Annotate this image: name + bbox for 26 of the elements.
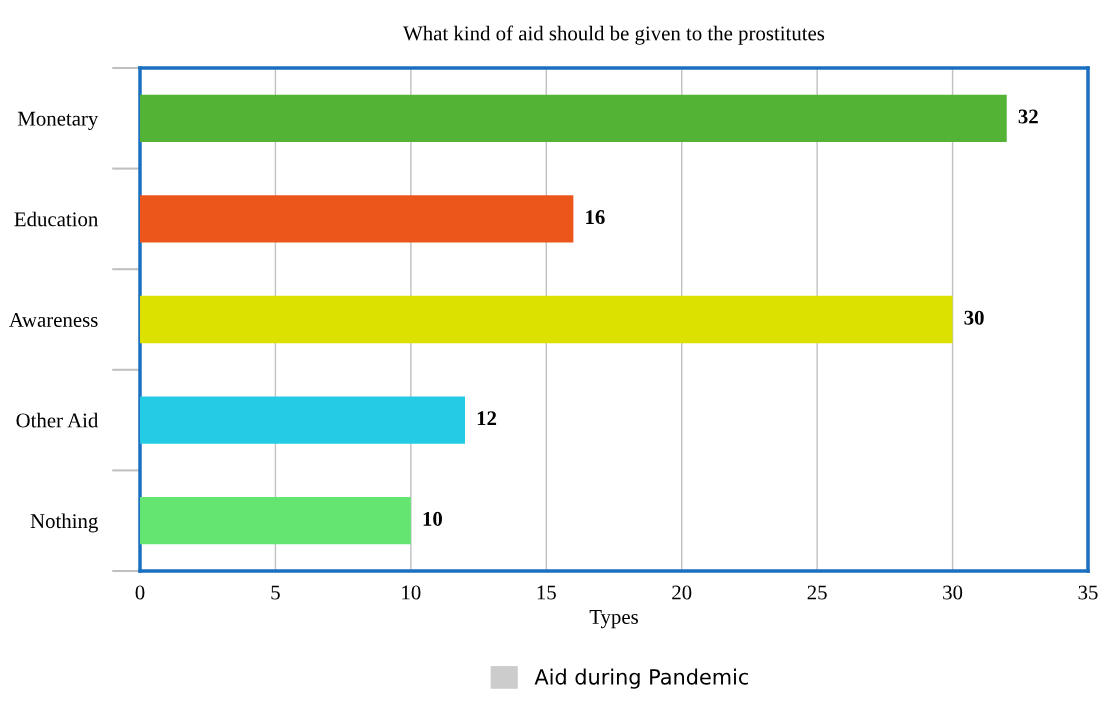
x-tick-label: 25 — [807, 585, 827, 600]
bar — [140, 497, 411, 545]
bar — [140, 195, 574, 243]
bar — [140, 94, 1007, 142]
data-label: 10 — [423, 511, 443, 526]
x-tick-label: 0 — [135, 585, 145, 600]
text: Aid during Pandemic — [534, 668, 749, 689]
y-tick-label: Monetary — [17, 111, 99, 130]
y-tick-label: Other Aid — [16, 412, 99, 428]
x-tick-label: 5 — [271, 585, 280, 600]
x-tick-label: 20 — [672, 585, 692, 600]
x-tick-label: 15 — [537, 585, 556, 600]
bar — [140, 396, 466, 444]
data-label: 12 — [477, 411, 497, 426]
y-tick-label: Awareness — [9, 312, 98, 327]
x-tick-label: 10 — [402, 585, 421, 600]
x-axis-title: Types — [589, 610, 638, 629]
data-label: 32 — [1018, 109, 1038, 124]
x-tick-label: 35 — [1078, 585, 1098, 600]
data-label: 30 — [964, 310, 984, 325]
bar — [140, 295, 953, 344]
x-tick-label: 30 — [943, 585, 963, 600]
data-label: 16 — [586, 210, 605, 225]
chart-title: What kind of aid should be given to the prostitutes — [403, 25, 825, 45]
y-tick-label: Nothing — [30, 513, 98, 533]
y-tick-label: Education — [14, 211, 99, 227]
